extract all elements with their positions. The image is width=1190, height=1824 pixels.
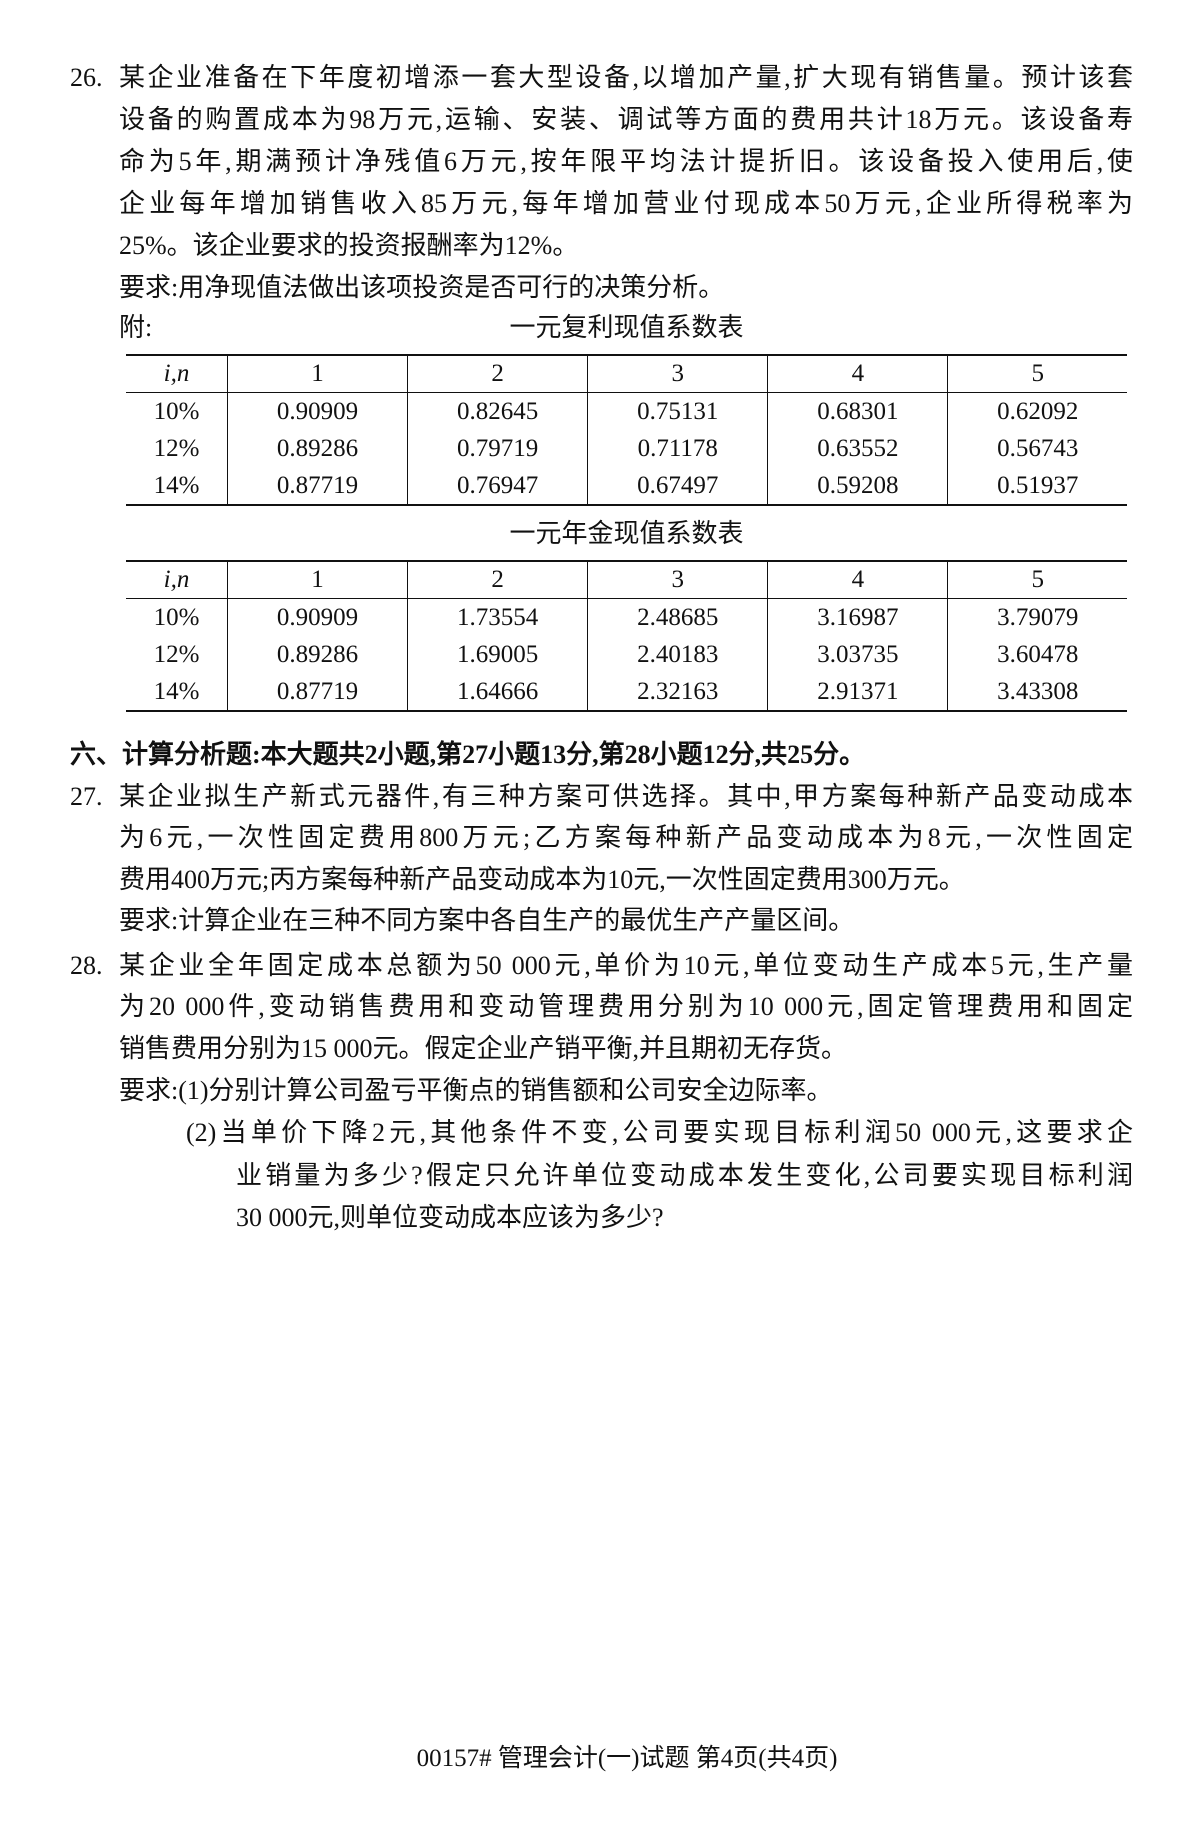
cell: 0.90909 (226, 598, 408, 636)
cell: 0.90909 (226, 392, 408, 430)
question-number: 27. (70, 782, 103, 811)
cell: 0.87719 (226, 673, 408, 711)
q27-line: 费用400万元;丙方案每种新产品变动成本为10元,一次性固定费用300万元。 (119, 865, 965, 894)
section-heading: 六、计算分析题:本大题共2小题,第27小题13分,第28小题12分,共25分。 (70, 740, 866, 769)
cell: 1.69005 (407, 636, 588, 673)
cell: 3.43308 (947, 673, 1127, 711)
q28-requirement: 要求:(1)分别计算公司盈亏平衡点的销售额和公司安全边际率。 (119, 1076, 833, 1105)
header-cell: 1 (226, 355, 408, 393)
table-title: 一元年金现值系数表 (509, 519, 744, 548)
q28-line: 为20 000件,变动销售费用和变动管理费用分别为10 000元,固定管理费用和… (119, 992, 1133, 1021)
cell: 2.91371 (767, 673, 948, 711)
header-cell: 2 (407, 561, 588, 599)
header-cell: 1 (226, 561, 408, 599)
cell: 10% (153, 397, 200, 425)
cell: 0.62092 (947, 392, 1127, 430)
header-cell: 3 (587, 355, 768, 393)
cell: 14% (153, 677, 200, 705)
q28-line: 某企业全年固定成本总额为50 000元,单价为10元,单位变动生产成本5元,生产… (119, 951, 1133, 980)
cell: 0.87719 (226, 467, 408, 505)
question-number: 26. (70, 63, 103, 92)
cell: 3.79079 (947, 598, 1127, 636)
cell: 12% (153, 640, 200, 668)
cell: 0.79719 (407, 430, 588, 467)
table-row: 12% 0.89286 0.79719 0.71178 0.63552 0.56743 (126, 430, 1127, 467)
cell: 3.16987 (767, 598, 948, 636)
cell: 0.63552 (767, 430, 948, 467)
table-row: 10% 0.90909 1.73554 2.48685 3.16987 3.79079 (126, 598, 1127, 636)
q28-requirement: 业销量为多少?假定只允许单位变动成本发生变化,公司要实现目标利润 (236, 1161, 1133, 1190)
cell: 0.71178 (587, 430, 768, 467)
cell: 0.89286 (226, 430, 408, 467)
cell: 12% (153, 434, 200, 462)
cell: 1.73554 (407, 598, 588, 636)
q28-requirement: 30 000元,则单位变动成本应该为多少? (236, 1203, 664, 1232)
cell: 0.76947 (407, 467, 588, 505)
question-number: 28. (70, 951, 103, 980)
cell: 0.89286 (226, 636, 408, 673)
q27-requirement: 要求:计算企业在三种不同方案中各自生产的最优生产产量区间。 (119, 906, 855, 935)
cell: 3.60478 (947, 636, 1127, 673)
header-cell: 3 (587, 561, 768, 599)
table-row: 10% 0.90909 0.82645 0.75131 0.68301 0.62092 (126, 392, 1127, 430)
header-cell: 4 (767, 561, 948, 599)
cell: 0.51937 (947, 467, 1127, 505)
q28-requirement: (2)当单价下降2元,其他条件不变,公司要实现目标利润50 000元,这要求企 (186, 1118, 1133, 1147)
cell: 0.75131 (587, 392, 768, 430)
q26-line: 命为5年,期满预计净残值6万元,按年限平均法计提折旧。该设备投入使用后,使 (119, 147, 1133, 176)
table-title: 一元复利现值系数表 (509, 313, 744, 342)
appendix-label: 附: (119, 313, 153, 342)
annuity-pv-table: i,n 1 2 3 4 5 10% 0.90909 1.73554 2.48685 3.… (126, 560, 1127, 712)
q27-line: 某企业拟生产新式元器件,有三种方案可供选择。其中,甲方案每种新产品变动成本 (119, 782, 1133, 811)
header-cell: 5 (947, 355, 1127, 393)
cell: 0.82645 (407, 392, 588, 430)
compound-pv-table: i,n 1 2 3 4 5 10% 0.90909 0.82645 0.75131 0.… (126, 354, 1127, 506)
header-cell: 2 (407, 355, 588, 393)
cell: 3.03735 (767, 636, 948, 673)
q26-line: 25%。该企业要求的投资报酬率为12%。 (119, 231, 579, 260)
page-footer: 00157# 管理会计(一)试题 第4页(共4页) (416, 1745, 838, 1772)
q26-line: 企业每年增加销售收入85万元,每年增加营业付现成本50万元,企业所得税率为 (119, 189, 1133, 218)
table-row: 14% 0.87719 0.76947 0.67497 0.59208 0.51937 (126, 467, 1127, 505)
q26-line: 某企业准备在下年度初增添一套大型设备,以增加产量,扩大现有销售量。预计该套 (119, 63, 1133, 92)
cell: 2.48685 (587, 598, 768, 636)
cell: 2.32163 (587, 673, 768, 711)
table-row: 12% 0.89286 1.69005 2.40183 3.03735 3.60478 (126, 636, 1127, 673)
q26-line: 设备的购置成本为98万元,运输、安装、调试等方面的费用共计18万元。该设备寿 (119, 105, 1133, 134)
table-row: 14% 0.87719 1.64666 2.32163 2.91371 3.43308 (126, 673, 1127, 711)
header-cell: i,n (126, 561, 228, 599)
q26-requirement: 要求:用净现值法做出该项投资是否可行的决策分析。 (119, 273, 725, 302)
q27-line: 为6元,一次性固定费用800万元;乙方案每种新产品变动成本为8元,一次性固定 (119, 823, 1133, 852)
cell: 14% (153, 471, 200, 499)
q28-line: 销售费用分别为15 000元。假定企业产销平衡,并且期初无存货。 (119, 1034, 848, 1063)
table-header-row: i,n 1 2 3 4 5 (126, 355, 1127, 393)
cell: 0.67497 (587, 467, 768, 505)
header-cell: 5 (947, 561, 1127, 599)
cell: 2.40183 (587, 636, 768, 673)
cell: 0.68301 (767, 392, 948, 430)
cell: 0.59208 (767, 467, 948, 505)
cell: 0.56743 (947, 430, 1127, 467)
cell: 1.64666 (407, 673, 588, 711)
table-header-row: i,n 1 2 3 4 5 (126, 561, 1127, 599)
header-cell: 4 (767, 355, 948, 393)
header-cell: i,n (126, 355, 228, 393)
cell: 10% (153, 603, 200, 631)
